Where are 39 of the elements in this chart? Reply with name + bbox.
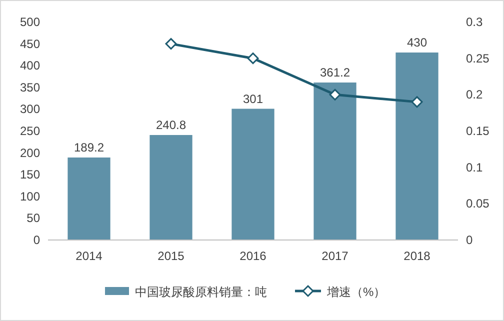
legend-label: 中国玻尿酸原料销量：吨 (135, 285, 267, 299)
legend-label: 增速（%） (326, 285, 386, 299)
point (165, 38, 177, 50)
y2-tick-label: 0.3 (466, 15, 484, 29)
y-tick-label: 100 (20, 189, 40, 204)
point (247, 52, 259, 64)
y2-tick-label: 0.05 (466, 196, 490, 211)
y-tick-label: 450 (20, 36, 40, 51)
data-label: 240.8 (156, 118, 186, 132)
y-tick-label: 400 (20, 58, 40, 73)
y2-tick-label: 0.1 (466, 160, 484, 174)
y2-tick-label: 0.2 (466, 88, 484, 102)
x-tick-label: 2018 (404, 249, 431, 263)
y-tick-label: 300 (20, 102, 40, 116)
data-label: 430 (406, 36, 428, 50)
y2-tick-label: 0.25 (466, 51, 490, 66)
y-tick-label: 250 (20, 124, 40, 138)
y-tick-label: 50 (26, 211, 40, 226)
bar (68, 158, 110, 240)
y-tick-label: 150 (20, 168, 40, 182)
data-label: 301 (242, 92, 264, 106)
y-tick-label: 500 (20, 15, 40, 29)
y-tick-label: 0 (33, 233, 40, 247)
point (411, 96, 423, 108)
x-tick-label: 2014 (76, 249, 103, 263)
x-tick-label: 2015 (158, 249, 185, 263)
data-label: 189.2 (74, 140, 104, 155)
bar (314, 82, 356, 240)
y-tick-label: 200 (20, 146, 40, 160)
y2-tick-label: 0 (466, 233, 473, 247)
y2-tick-label: 0.15 (466, 124, 490, 138)
x-tick-label: 2017 (322, 249, 349, 263)
point (329, 88, 341, 100)
data-label: 361.2 (320, 66, 350, 80)
bar (232, 108, 274, 240)
bar (396, 52, 438, 240)
x-tick-label: 2016 (240, 249, 267, 263)
y-tick-label: 350 (20, 80, 40, 94)
bar (150, 135, 192, 240)
